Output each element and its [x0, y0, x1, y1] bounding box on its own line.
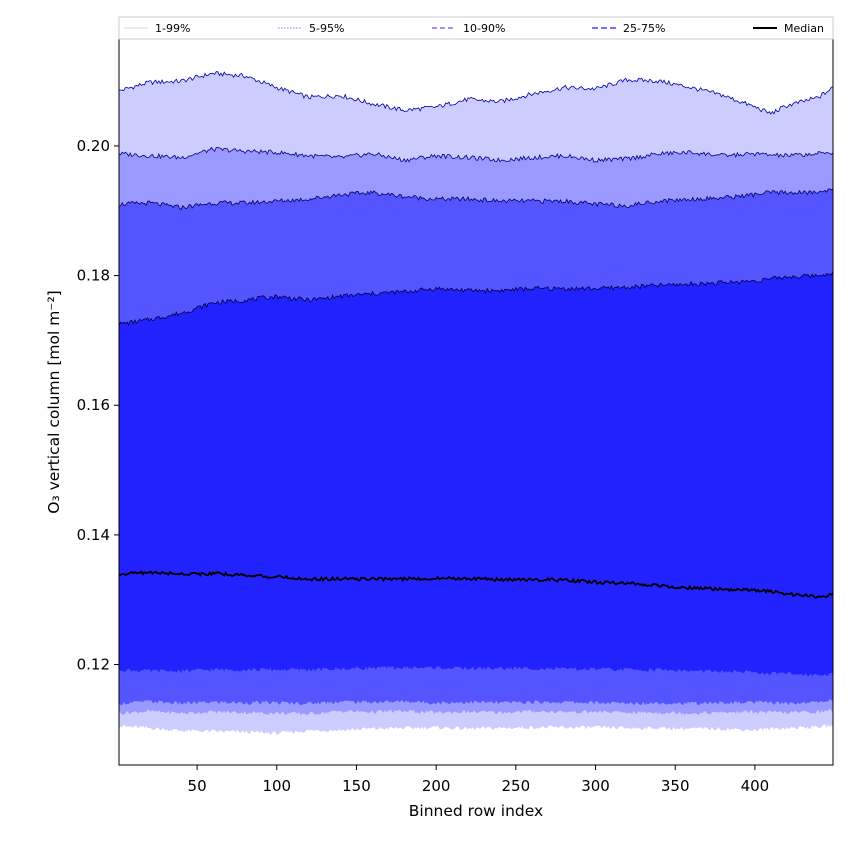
y-tick-label: 0.16 — [77, 396, 110, 414]
band-25-75%-fill — [119, 271, 833, 677]
x-tick-label: 50 — [188, 777, 207, 795]
band-5-95%-upper-line — [118, 146, 834, 163]
legend-box — [118, 16, 834, 40]
legend: 1-99% 5-95% 10-90% 25-75% Median — [118, 16, 834, 40]
band-1-99%-upper-line — [118, 71, 834, 115]
y-tick-label: 0.18 — [77, 267, 110, 285]
bands-layer — [118, 71, 834, 736]
x-tick-label: 200 — [422, 777, 451, 795]
x-tick-label: 300 — [581, 777, 610, 795]
x-tick-label: 250 — [502, 777, 531, 795]
y-tick-label: 0.12 — [77, 656, 110, 674]
median-line — [118, 570, 834, 600]
x-tick-label: 150 — [342, 777, 371, 795]
x-tick-label: 400 — [741, 777, 770, 795]
band-25-75%-upper-line — [118, 271, 834, 327]
y-tick-label: 0.20 — [77, 137, 110, 155]
y-tick-label: 0.14 — [77, 526, 110, 544]
x-axis-label: Binned row index — [409, 802, 543, 820]
legend-label-25-75%: 25-75% — [623, 22, 665, 35]
band-10-90%-upper-line — [118, 188, 834, 211]
x-tick-label: 350 — [661, 777, 690, 795]
legend-label-Median: Median — [784, 22, 824, 35]
x-tick-label: 100 — [262, 777, 291, 795]
legend-label-5-95%: 5-95% — [309, 22, 344, 35]
y-axis-label: O₃ vertical column [mol m⁻²] — [45, 290, 63, 513]
legend-label-10-90%: 10-90% — [463, 22, 505, 35]
y-axis-ticks: 0.12 0.14 0.16 0.18 0.20 — [77, 137, 119, 674]
legend-label-1-99%: 1-99% — [155, 22, 190, 35]
x-axis-ticks: 50 100 150 200 250 300 350 400 — [188, 765, 770, 795]
median-layer — [118, 570, 834, 600]
